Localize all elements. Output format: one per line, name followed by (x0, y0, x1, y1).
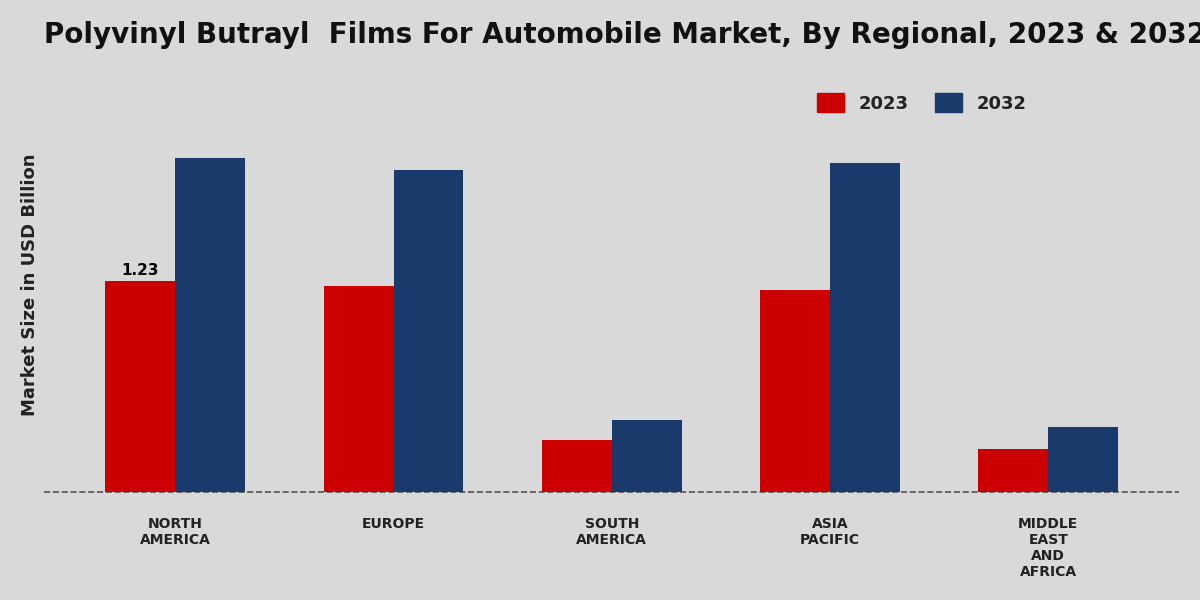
Bar (106, 281, 175, 492)
Bar (1049, 427, 1118, 492)
Bar (324, 286, 394, 492)
Bar (830, 163, 900, 492)
Y-axis label: Market Size in USD Billion: Market Size in USD Billion (20, 154, 38, 416)
Bar (760, 290, 830, 492)
Bar (978, 449, 1049, 492)
Bar (175, 158, 245, 492)
Text: Polyvinyl Butrayl  Films For Automobile Market, By Regional, 2023 & 2032: Polyvinyl Butrayl Films For Automobile M… (44, 21, 1200, 49)
Text: 1.23: 1.23 (121, 263, 160, 278)
Bar (394, 170, 463, 492)
Bar (612, 420, 682, 492)
Bar (542, 440, 612, 492)
Legend: 2023, 2032: 2023, 2032 (809, 86, 1034, 120)
